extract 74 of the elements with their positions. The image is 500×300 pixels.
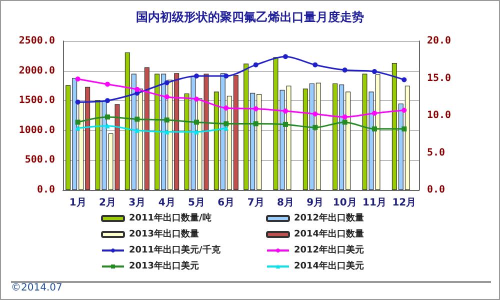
point [253,106,258,112]
point [105,82,110,87]
point [134,128,140,133]
point [372,110,377,116]
point [253,121,258,126]
point [342,114,348,120]
point [105,114,110,120]
x-tick-label: 1月 [69,198,86,208]
x-tick-label: 5月 [188,198,205,208]
point [164,117,170,122]
point [164,94,170,100]
point [342,120,348,125]
x-tick-label: 12月 [392,198,416,208]
legend-label: 2011年出口美元/千克 [129,244,222,256]
point [224,126,229,131]
y2-tick-label: 0.0 [427,184,446,196]
y2-tick-label: 15.0 [427,72,452,84]
y-tick-label: 500.0 [24,154,55,166]
point [224,106,229,111]
point [402,108,407,113]
legend-label: 2014年出口数量 [294,228,364,240]
point [75,126,80,131]
point [342,68,348,73]
point [372,69,377,74]
point [105,123,110,128]
point [164,129,170,134]
legend-label: 2013年出口数量 [129,228,200,240]
point [75,100,80,105]
x-tick-label: 4月 [158,198,176,208]
point [105,98,110,104]
point [312,112,318,117]
x-tick-label: 6月 [218,198,235,208]
y-tick-label: 2000.0 [18,65,55,76]
x-tick-label: 9月 [306,198,324,208]
point [224,121,229,126]
point [224,74,229,79]
point [75,76,80,82]
legend-label: 2012年出口数量 [294,212,364,224]
point [402,126,407,132]
point [134,86,140,92]
x-tick-label: 7月 [247,198,264,208]
point [402,77,407,82]
legend-label: 2014年出口美元 [294,260,364,272]
point [75,120,80,125]
point [283,122,288,127]
point [372,126,377,132]
y2-tick-label: 20.0 [427,36,452,46]
y-tick-label: 0.0 [36,184,55,196]
y-tick-label: 2500.0 [18,36,55,46]
x-tick-label: 2月 [99,198,116,208]
y2-tick-label: 10.0 [427,110,452,121]
x-tick-label: 3月 [128,198,146,208]
legend-label: 2011年出口数量/吨 [129,212,212,224]
x-tick-label: 10月 [332,198,357,208]
point [194,96,199,102]
x-tick-label: 8月 [277,198,294,208]
point [194,129,199,134]
legend-label: 2012年出口美元 [294,244,364,256]
point [283,54,288,60]
point [194,74,199,79]
y2-tick-label: 5.0 [427,147,446,158]
chart-title: 国内初级形状的聚四氟乙烯出口量月度走势 [136,10,364,24]
point [194,120,199,125]
point [312,62,318,68]
point [312,124,318,130]
y-tick-label: 1500.0 [18,95,55,106]
point [253,62,258,68]
legend-label: 2013年出口美元 [129,260,200,272]
text: ©2014.07 [11,282,62,294]
point [134,116,140,122]
point [164,80,170,86]
point [283,108,288,114]
y-tick-label: 1000.0 [18,124,55,136]
x-tick-label: 11月 [362,198,386,208]
